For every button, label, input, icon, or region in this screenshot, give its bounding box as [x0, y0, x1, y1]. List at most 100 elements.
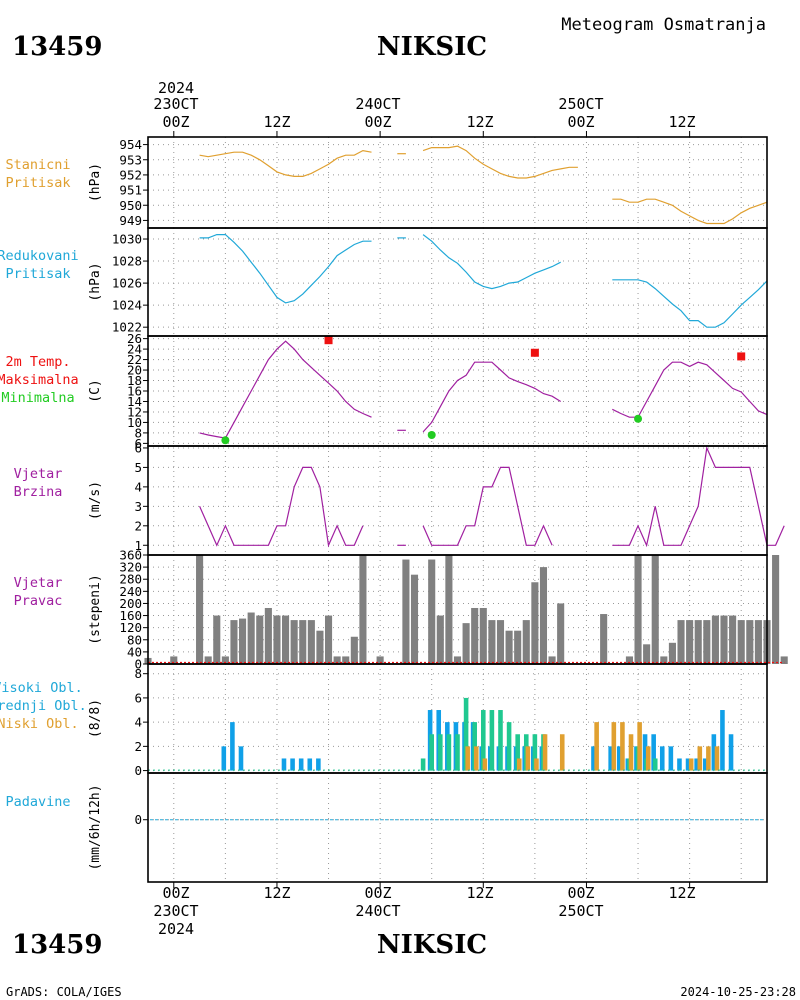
y-tick-label: 1028 — [112, 254, 142, 269]
top-date-23: 230CT — [153, 95, 198, 113]
wind-direction-bar — [531, 582, 539, 664]
cloud-bar-niski — [516, 758, 522, 771]
y-tick-label: 24 — [127, 342, 142, 357]
cloud-bar-niski — [473, 746, 479, 771]
y-tick-label: 200 — [119, 596, 142, 611]
unit-label-p1: (hPa) — [88, 163, 103, 202]
panel-label-p3-2: Minimalna — [1, 390, 74, 406]
cloud-bar-visoki — [685, 758, 691, 771]
bottom-hour-3: 12Z — [466, 884, 493, 902]
y-tick-label: 8 — [134, 666, 142, 681]
y-tick-label: 1026 — [112, 276, 142, 291]
cloud-bar-visoki — [591, 746, 596, 771]
panel-label-p2-1: Pritisak — [5, 266, 70, 282]
top-date-24: 240CT — [355, 95, 400, 113]
panel-label-p5-1: Pravac — [14, 593, 63, 609]
reduced-pressure-line — [612, 279, 768, 328]
cloud-bar-srednji — [652, 758, 658, 771]
cloud-bar-visoki — [728, 734, 734, 771]
y-tick-label: 1 — [134, 538, 142, 553]
unit-label-p6: (8/8) — [88, 699, 103, 738]
temp-max-marker — [324, 336, 333, 345]
wind-direction-bar — [307, 620, 315, 664]
wind-direction-bar — [230, 620, 238, 664]
cloud-bar-niski — [559, 734, 565, 771]
cloud-bar-visoki — [281, 758, 287, 771]
bottom-date-25: 250CT — [558, 902, 603, 920]
unit-label-p3: (C) — [88, 379, 103, 402]
cloud-bar-niski — [594, 722, 599, 771]
cloud-bar-niski — [637, 722, 642, 771]
y-tick-label: 360 — [119, 548, 142, 563]
wind-direction-bar — [496, 620, 505, 664]
wind-direction-bar — [471, 607, 479, 664]
cloud-bar-srednji — [489, 710, 495, 771]
wind-direction-bar — [273, 615, 281, 664]
y-tick-label: 1022 — [112, 320, 142, 335]
unit-label-p2: (hPa) — [88, 262, 103, 301]
wind-direction-bar — [213, 615, 221, 664]
cloud-bar-srednji — [532, 734, 538, 771]
station-pressure-line — [612, 198, 768, 225]
wind-direction-bar — [634, 555, 642, 664]
wind-direction-bar — [479, 607, 487, 664]
y-tick-label: 22 — [127, 352, 142, 367]
y-tick-label: 20 — [127, 363, 142, 378]
wind-direction-bar — [600, 614, 608, 664]
bottom-hour-1: 12Z — [263, 884, 290, 902]
y-tick-label: 12 — [127, 404, 142, 419]
temp-min-marker — [427, 431, 436, 439]
station-name-bottom: NIKSIC — [377, 930, 487, 960]
station-id-bottom: 13459 — [12, 930, 102, 960]
temperature-line — [422, 361, 562, 433]
panel-label-p6-2: Niski Obl. — [0, 716, 79, 732]
wind-direction-bar — [668, 642, 676, 664]
y-tick-label: 160 — [119, 608, 142, 623]
panel-label-p5-0: Vjetar — [14, 575, 63, 591]
wind-direction-bar — [625, 656, 633, 664]
wind-direction-bar — [170, 656, 178, 664]
wind-direction-bar — [402, 559, 410, 664]
wind-direction-bar — [299, 620, 307, 664]
cloud-bar-srednji — [429, 734, 435, 771]
cloud-bar-visoki — [290, 758, 295, 771]
cloud-bar-visoki — [230, 722, 235, 771]
wind-direction-bar — [754, 620, 762, 664]
wind-direction-bar — [720, 615, 728, 664]
unit-label-p7: (mm/6h/12h) — [88, 784, 103, 870]
cloud-bar-visoki — [651, 734, 656, 771]
cloud-bar-srednji — [446, 734, 452, 771]
cloud-bar-visoki — [221, 746, 227, 771]
wind-direction-bar — [686, 620, 694, 664]
y-tick-label: 8 — [134, 425, 142, 440]
panel-label-p1-1: Pritisak — [5, 175, 70, 191]
wind-direction-bar — [462, 623, 470, 664]
y-tick-label: 4 — [134, 479, 142, 494]
wind-direction-bar — [428, 559, 436, 664]
panel-label-p6-0: Visoki Obl. — [0, 680, 83, 696]
panel-frame-p7 — [147, 772, 768, 883]
panel-label-p6-1: Srednji Obl. — [0, 698, 87, 714]
station-name-top: NIKSIC — [377, 32, 487, 62]
y-tick-label: 2 — [134, 739, 142, 754]
wind-direction-bar — [711, 615, 719, 664]
bottom-hour-5: 12Z — [668, 884, 695, 902]
wind-direction-bar — [651, 555, 659, 664]
cloud-bar-niski — [706, 746, 711, 771]
unit-label-p5: (stepeni) — [88, 574, 103, 644]
temp-min-marker — [221, 436, 230, 445]
wind-direction-bar — [557, 603, 565, 664]
cloud-bar-niski — [620, 722, 625, 771]
panel-label-p3-0: 2m Temp. — [5, 354, 70, 370]
wind-direction-bar — [342, 656, 350, 664]
wind-direction-bar — [196, 555, 204, 664]
bottom-date-23: 230CT — [153, 902, 198, 920]
wind-direction-bar — [239, 618, 247, 664]
cloud-bar-srednji — [438, 734, 443, 771]
panel-label-p4-0: Vjetar — [14, 466, 63, 482]
cloud-bar-visoki — [659, 746, 665, 771]
credit-text: GrADS: COLA/IGES — [6, 985, 122, 999]
panel-label-p3-1: Maksimalna — [0, 372, 79, 388]
y-tick-label: 950 — [119, 198, 142, 213]
y-tick-label: 40 — [127, 644, 142, 659]
